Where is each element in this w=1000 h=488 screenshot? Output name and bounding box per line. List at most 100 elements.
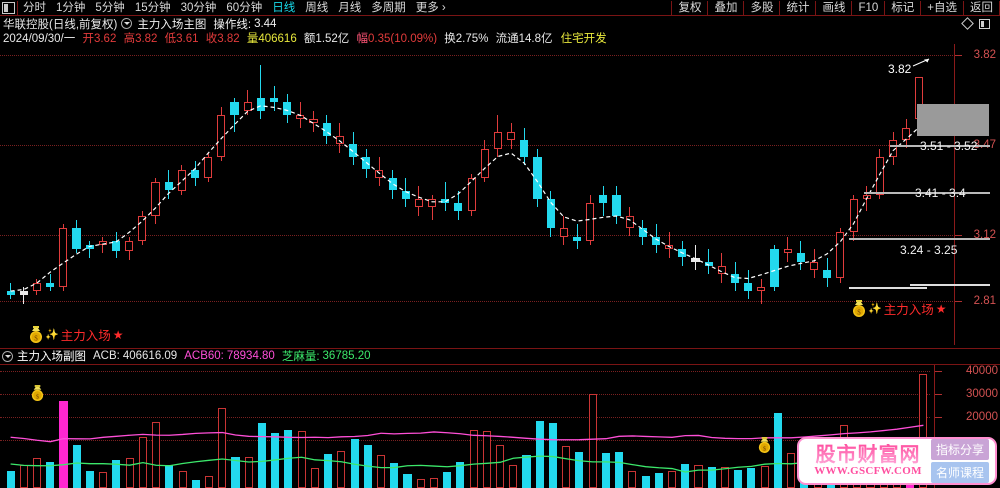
zhima-label: 芝麻量: (281, 351, 320, 363)
candlestick (428, 198, 437, 208)
volume-bar (33, 457, 42, 488)
toolbar-right-group: 复权 叠加 多股 统计 画线 F10 标记 +自选 返回 (671, 0, 1000, 15)
tickmark-281 (955, 301, 962, 302)
candlestick (625, 215, 634, 229)
entry-marker-3-star: ★ (935, 301, 947, 316)
volume-bar (271, 433, 280, 488)
volume-bar (482, 430, 491, 488)
candlestick (467, 177, 476, 212)
volume-bar (324, 453, 333, 488)
operation-line-value: 3.44 (254, 17, 277, 30)
button-return[interactable]: 返回 (963, 0, 1000, 15)
entry-marker-3[interactable]: $ ✨ 主力入场 ★ (851, 299, 946, 318)
candlestick (204, 156, 213, 178)
volume-bar (496, 444, 505, 488)
candlestick (704, 261, 713, 266)
period-tab-weekly[interactable]: 周线 (305, 1, 329, 14)
price-zone-line-3 (849, 238, 990, 240)
button-biaoji[interactable]: 标记 (884, 0, 920, 15)
period-tab-15min[interactable]: 15分钟 (134, 1, 171, 14)
watermark-button-course[interactable]: 名师课程 (930, 462, 989, 483)
moving-average-line (10, 105, 920, 292)
support-line-segment-2 (849, 287, 927, 289)
candlestick (85, 245, 94, 250)
volume-bar (376, 455, 386, 488)
quote-change-value: 0.35(10.09%) (368, 33, 438, 44)
stock-name-label: 华联控股(日线,前复权) (3, 18, 118, 31)
top-toolbar: 分时 1分钟 5分钟 15分钟 30分钟 60分钟 日线 周线 月线 多周期 更… (0, 0, 1000, 16)
volume-bar (178, 470, 187, 488)
window-icon[interactable] (2, 1, 15, 14)
watermark-button-share[interactable]: 指标分享 (930, 439, 989, 460)
volume-bar (654, 472, 663, 488)
candlestick (493, 131, 502, 149)
period-tab-more[interactable]: 更多 › (415, 1, 446, 14)
entry-marker-1[interactable]: $ ✨ 主力入场 ★ (28, 325, 123, 344)
period-tab-30min[interactable]: 30分钟 (180, 1, 217, 14)
tickmark-382 (955, 55, 962, 56)
button-f10[interactable]: F10 (851, 0, 884, 15)
gridline-347 (0, 145, 955, 146)
quote-volume-label: 量 (246, 33, 259, 44)
period-tab-multi[interactable]: 多周期 (371, 1, 406, 14)
button-tongji[interactable]: 统计 (779, 0, 815, 15)
volume-bar (112, 459, 121, 488)
watermark-site-name: 股市财富网 (815, 442, 921, 466)
volume-bar (152, 421, 161, 488)
candlestick (638, 228, 647, 237)
button-huaxian[interactable]: 画线 (815, 0, 851, 15)
candlestick (783, 249, 792, 254)
period-tab-monthly[interactable]: 月线 (338, 1, 362, 14)
candlestick (125, 240, 134, 252)
window-restore-icon[interactable] (979, 18, 990, 29)
volume-bar (469, 429, 478, 488)
candlestick (902, 127, 911, 141)
candlestick (111, 240, 121, 252)
button-duogu[interactable]: 多股 (743, 0, 779, 15)
volume-bar (125, 457, 134, 488)
chevron-down-circle-icon[interactable] (2, 350, 13, 362)
candlestick (546, 198, 555, 229)
volume-bar (72, 444, 81, 488)
candlestick (322, 123, 331, 136)
candlestick (72, 228, 81, 250)
price-zone-label-1: 3.51 - 3.52 (920, 139, 978, 153)
quote-low-label: 低 (164, 33, 177, 44)
main-candlestick-chart[interactable]: 3.82 3.47 3.12 2.81 3.51 - 3.52 3.41 - 3… (0, 44, 1000, 345)
price-zone-label-2: 3.41 - 3.4 (915, 186, 966, 200)
volume-bar (575, 451, 584, 488)
volume-bar (19, 465, 28, 488)
candlestick (559, 228, 568, 237)
candlestick (375, 169, 384, 178)
volume-bar (244, 456, 253, 488)
period-tab-fenshi[interactable]: 分时 (23, 1, 46, 14)
volume-tick-40000: 40000 (966, 365, 998, 377)
button-diejia[interactable]: 叠加 (707, 0, 743, 15)
period-tab-1min[interactable]: 1分钟 (56, 1, 86, 14)
period-tab-daily[interactable]: 日线 (272, 1, 296, 14)
volume-bar (416, 478, 425, 488)
diamond-icon[interactable] (961, 17, 974, 30)
candlestick (691, 257, 700, 262)
candlestick (572, 236, 582, 241)
price-tick-382: 3.82 (973, 49, 996, 61)
candlestick (889, 140, 898, 157)
volume-bar (694, 465, 703, 488)
volume-bar (615, 452, 624, 488)
candlestick (283, 102, 292, 115)
quote-open-label: 开 (82, 33, 94, 44)
volume-bar (403, 474, 412, 488)
button-fuquan[interactable]: 复权 (671, 0, 707, 15)
candlestick (177, 169, 186, 191)
button-add-favorite[interactable]: +自选 (920, 0, 963, 15)
volume-bar (787, 453, 796, 488)
watermark-buttons: 指标分享 名师课程 (930, 439, 989, 483)
chevron-down-circle-icon[interactable] (121, 18, 133, 29)
candlestick (454, 203, 463, 212)
candlestick (612, 194, 621, 216)
quote-open-value: 3.62 (93, 33, 117, 44)
period-tab-5min[interactable]: 5分钟 (95, 1, 125, 14)
price-zone-line-2 (864, 192, 990, 194)
period-tab-60min[interactable]: 60分钟 (226, 1, 263, 14)
quote-float-label: 流通 (495, 33, 519, 44)
